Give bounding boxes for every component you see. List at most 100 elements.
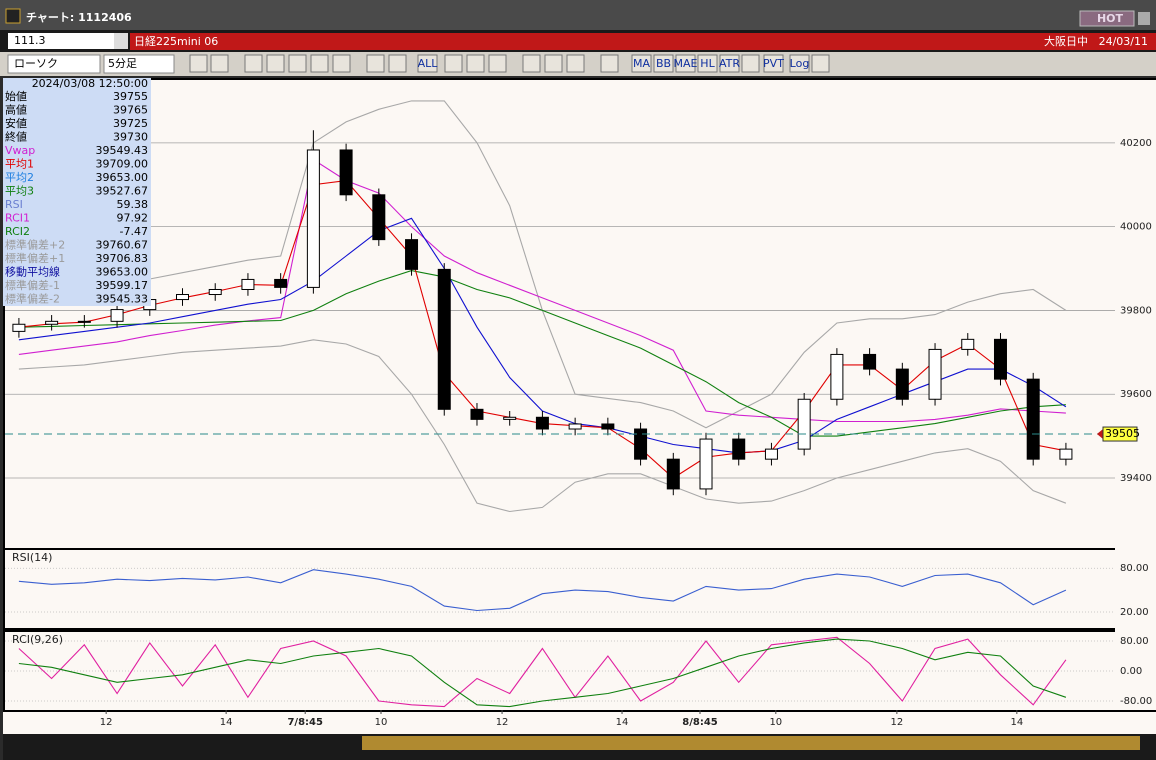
toolbar-button-label[interactable]: Log — [790, 57, 810, 70]
toolbar-button-label[interactable]: ALL — [418, 57, 439, 70]
candle-body — [45, 320, 59, 325]
candle-body — [12, 323, 26, 332]
code-dropdown[interactable] — [114, 33, 128, 49]
toolbar-button[interactable] — [789, 54, 810, 73]
toolbar-button-label[interactable]: MAE — [674, 57, 698, 70]
series-line — [18, 569, 1067, 612]
info-value: 39599.17 — [96, 279, 149, 292]
info-label: 高値 — [5, 103, 27, 117]
x-tick-label: 14 — [220, 717, 233, 728]
icon-button[interactable] — [600, 54, 619, 73]
hot-label[interactable]: HOT — [1097, 12, 1124, 25]
toolbar-button-label[interactable]: HL — [700, 57, 715, 70]
candle-body — [568, 423, 582, 430]
info-background — [3, 78, 151, 306]
candle-body — [993, 338, 1007, 380]
toolbar-button[interactable] — [631, 54, 652, 73]
market: 大阪日中 — [1044, 34, 1088, 48]
toolbar-button[interactable] — [763, 54, 784, 73]
icon-button[interactable] — [444, 54, 463, 73]
icon-button[interactable] — [266, 54, 285, 73]
toolbar-button[interactable] — [417, 54, 438, 73]
close-button[interactable] — [1138, 12, 1150, 25]
candle-body — [176, 294, 190, 301]
candle-body — [797, 398, 811, 450]
candle-body — [732, 438, 746, 460]
last-price-pointer — [1097, 429, 1103, 440]
icon-button[interactable] — [210, 54, 229, 73]
candle-body — [241, 278, 255, 290]
x-tick-label: 14 — [1010, 717, 1023, 728]
x-tick-label: 12 — [100, 717, 113, 728]
candle-body — [928, 348, 942, 400]
toolbar-button[interactable] — [719, 54, 740, 73]
info-label: 標準偏差-1 — [5, 278, 60, 292]
hot-button[interactable] — [1079, 10, 1135, 27]
y-tick-label: 20.00 — [1120, 607, 1149, 618]
icon-button[interactable] — [332, 54, 351, 73]
interval[interactable]: 5分足 — [108, 57, 137, 70]
candle-body — [470, 408, 484, 420]
icon-button[interactable] — [466, 54, 485, 73]
code-input[interactable] — [8, 33, 118, 49]
icon-button[interactable] — [741, 54, 760, 73]
info-panel: 2024/03/08 12:50:00 始値 39755 高値 39765 安値 39725… — [3, 77, 151, 306]
info-value: 39755 — [113, 90, 148, 103]
instrument-bar — [130, 33, 1156, 50]
candle-body — [666, 458, 680, 490]
info-value: 39527.67 — [96, 185, 149, 198]
chart-type[interactable]: ローソク — [14, 57, 58, 70]
candle-body — [437, 268, 451, 410]
candle-body — [830, 353, 844, 400]
icon-button[interactable] — [544, 54, 563, 73]
candle-body — [1059, 448, 1073, 460]
toolbar-icons — [189, 54, 830, 73]
x-tick-label: 12 — [891, 717, 904, 728]
icon-button[interactable] — [811, 54, 830, 73]
candle-body — [634, 428, 648, 460]
scroll-thumb[interactable] — [362, 736, 1140, 750]
info-value: 39760.67 — [96, 239, 149, 252]
plot: 39400 39600 39800 40000 40200 39505 80.00 20.00… — [5, 100, 1152, 728]
info-value: 39725 — [113, 117, 148, 130]
x-axis-area — [3, 712, 1156, 734]
text-buttons: ALL MA BB MAE HL ATR PVT Log — [417, 54, 810, 73]
info-label: 標準偏差+1 — [5, 251, 65, 265]
toolbar-button-label[interactable]: PVT — [763, 57, 784, 70]
y-tick-label: 40000 — [1120, 222, 1152, 233]
info-value: -7.47 — [120, 225, 148, 238]
info-label: 平均1 — [5, 158, 34, 171]
series-line — [18, 270, 1066, 437]
icon-button[interactable] — [366, 54, 385, 73]
toolbar-button-label[interactable]: ATR — [719, 57, 740, 70]
panel-title: RSI(14) — [12, 551, 52, 564]
candle-body — [306, 149, 320, 288]
icon-button[interactable] — [522, 54, 541, 73]
instrument: 日経225mini 06 — [134, 35, 218, 48]
code[interactable]: 111.3 — [14, 34, 46, 47]
toolbar-button[interactable] — [697, 54, 718, 73]
candle-body — [535, 416, 549, 430]
icon-button[interactable] — [388, 54, 407, 73]
icon-button[interactable] — [244, 54, 263, 73]
toolbar-button-label[interactable]: BB — [656, 57, 671, 70]
y-tick-label: 40200 — [1120, 138, 1152, 149]
icon-button[interactable] — [288, 54, 307, 73]
info-label: RCI2 — [5, 225, 30, 238]
interval-select[interactable] — [103, 54, 175, 74]
toolbar-button[interactable] — [675, 54, 696, 73]
chart-type-select[interactable] — [7, 54, 101, 74]
candle-body — [110, 309, 124, 322]
icon-button[interactable] — [488, 54, 507, 73]
icon-button[interactable] — [566, 54, 585, 73]
toolbar-button[interactable] — [653, 54, 674, 73]
info-value: 39709.00 — [96, 158, 149, 171]
candle-body — [961, 338, 975, 350]
info-value: 97.92 — [117, 212, 149, 225]
icon-button[interactable] — [189, 54, 208, 73]
info-value: 39549.43 — [96, 144, 149, 157]
candle-body — [339, 149, 353, 196]
icon-button[interactable] — [310, 54, 329, 73]
toolbar-button-label[interactable]: MA — [633, 57, 650, 70]
